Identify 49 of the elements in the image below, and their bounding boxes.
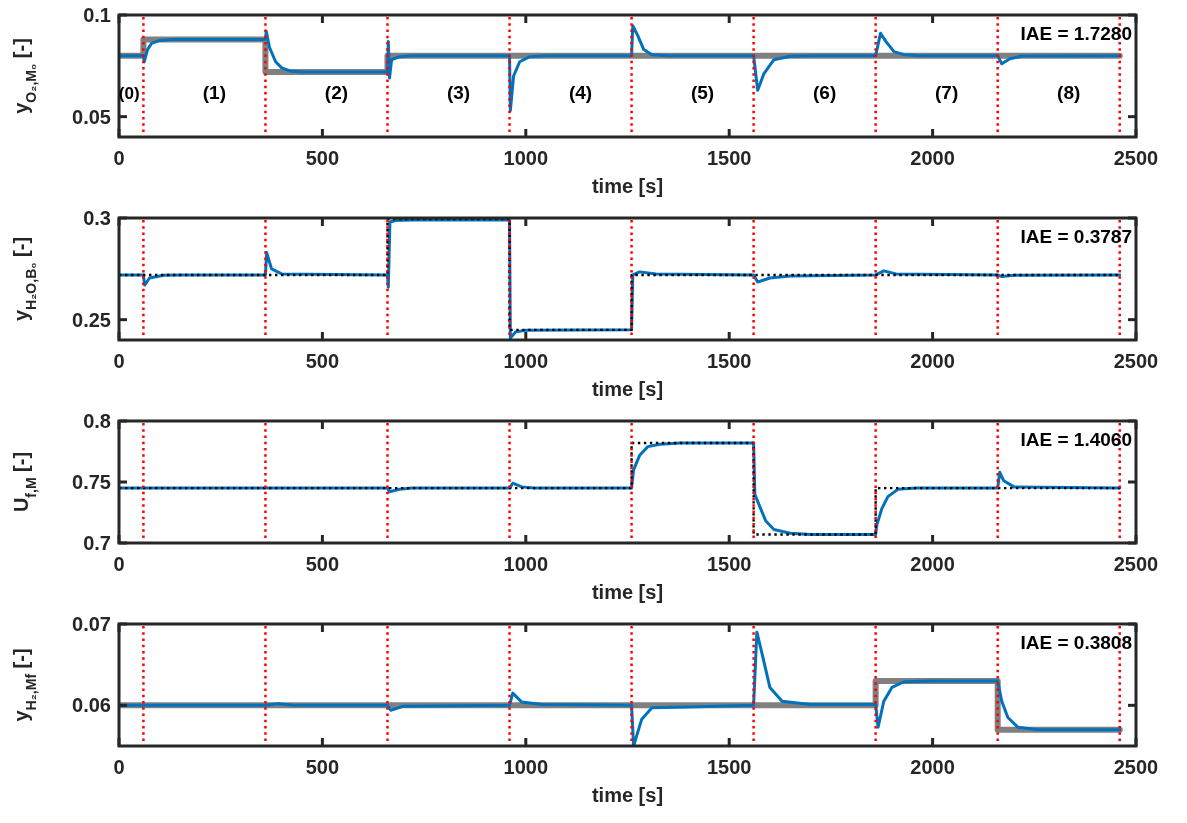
- x-tick-label: 0: [113, 553, 125, 575]
- x-tick-label: 500: [305, 147, 340, 169]
- y-tick-label: 0.7: [83, 532, 111, 554]
- x-tick-label: 2000: [910, 553, 955, 575]
- y-tick-label: 0.1: [83, 4, 111, 26]
- x-tick-label: 1500: [706, 553, 752, 575]
- x-tick-label: 500: [305, 756, 340, 778]
- annotation: IAE = 0.3808: [1020, 632, 1132, 653]
- x-axis-title: time [s]: [591, 378, 664, 400]
- x-tick-label: 1500: [706, 147, 752, 169]
- y-tick-label: 0.06: [72, 694, 111, 717]
- annotation: IAE = 1.4060: [1020, 429, 1132, 450]
- annotation: IAE = 1.7280: [1020, 23, 1132, 44]
- y-tick-label: 0.8: [83, 410, 111, 432]
- x-tick-label: 2000: [910, 147, 955, 169]
- y-tick-label: 0.75: [72, 471, 111, 493]
- y-tick-label: 0.3: [83, 207, 111, 229]
- x-tick-label: 1000: [503, 147, 549, 169]
- x-axis-title: time [s]: [591, 784, 664, 806]
- annotation: (4): [568, 82, 593, 104]
- annotation: (5): [690, 82, 715, 104]
- x-tick-label: 2000: [910, 756, 955, 778]
- annotation: (6): [813, 82, 837, 104]
- x-tick-label: 500: [305, 553, 340, 575]
- x-tick-label: 1500: [706, 756, 752, 778]
- x-axis-title: time [s]: [591, 175, 664, 197]
- annotation: (7): [935, 82, 959, 104]
- x-tick-label: 500: [305, 350, 340, 372]
- annotation: (2): [324, 82, 349, 104]
- x-tick-label: 2500: [1113, 553, 1159, 575]
- x-tick-label: 1000: [503, 350, 549, 372]
- x-tick-label: 1000: [503, 756, 549, 778]
- x-tick-label: 0: [113, 350, 125, 372]
- x-tick-label: 2500: [1113, 147, 1159, 169]
- y-tick-label: 0.25: [72, 308, 111, 331]
- annotation: (3): [446, 82, 471, 104]
- annotation: IAE = 0.3787: [1020, 226, 1132, 247]
- x-tick-label: 2500: [1113, 756, 1159, 778]
- annotation: (8): [1057, 82, 1081, 104]
- x-tick-label: 1000: [503, 553, 549, 575]
- annotation: (1): [202, 82, 227, 104]
- x-tick-label: 2500: [1113, 350, 1159, 372]
- x-tick-label: 2000: [910, 350, 955, 372]
- x-tick-label: 1500: [706, 350, 752, 372]
- x-tick-label: 0: [113, 756, 125, 778]
- x-axis-title: time [s]: [591, 581, 664, 603]
- x-tick-label: 0: [113, 147, 125, 169]
- y-tick-label: 0.07: [72, 613, 111, 635]
- y-tick-label: 0.05: [72, 105, 111, 128]
